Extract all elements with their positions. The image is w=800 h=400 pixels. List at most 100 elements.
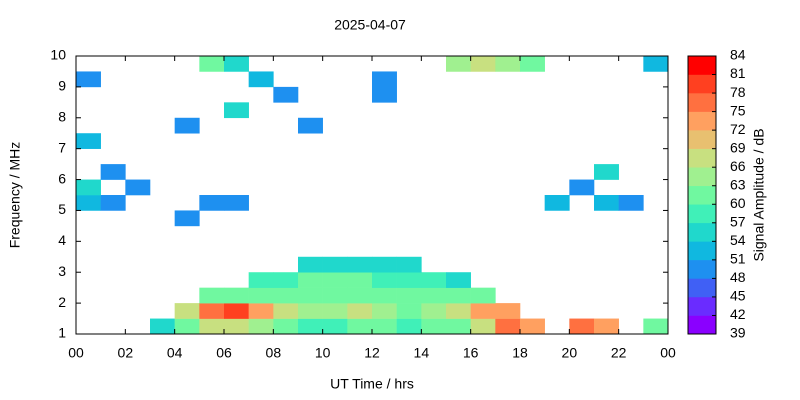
- heatmap-cell: [199, 195, 225, 211]
- heatmap-cell: [421, 303, 447, 319]
- heatmap-cell: [322, 318, 348, 335]
- heatmap-cell: [396, 303, 422, 319]
- heatmap-cell: [174, 318, 200, 335]
- y-tick-label: 5: [58, 201, 66, 217]
- heatmap-cell: [76, 179, 101, 196]
- x-tick-label: 12: [364, 345, 380, 361]
- heatmap-cell: [322, 272, 348, 288]
- x-tick-label: 10: [315, 345, 331, 361]
- heatmap-cell: [322, 303, 348, 319]
- heatmap-cell: [495, 303, 521, 319]
- x-axis-label: UT Time / hrs: [330, 376, 414, 392]
- colorbar-band: [688, 111, 716, 131]
- heatmap-cell: [76, 195, 101, 211]
- heatmap-cell: [372, 256, 397, 273]
- heatmap-cell: [125, 179, 151, 196]
- heatmap-cell: [174, 303, 200, 319]
- y-axis-label: Frequency / MHz: [7, 142, 23, 249]
- heatmap-cell: [544, 195, 570, 211]
- heatmap-cell: [199, 56, 225, 72]
- heatmap-cell: [298, 287, 323, 304]
- colorbar-tick-label: 84: [730, 47, 746, 63]
- colorbar-tick-label: 42: [730, 306, 746, 322]
- heatmap-cell: [273, 86, 299, 103]
- heatmap-cell: [396, 256, 422, 273]
- heatmap-cell: [446, 303, 471, 319]
- heatmap-cell: [298, 318, 323, 335]
- colorbar-band: [688, 315, 716, 335]
- heatmap-cell: [248, 318, 274, 335]
- heatmap-cell: [174, 210, 200, 227]
- x-tick-label: 18: [512, 345, 528, 361]
- heatmap-cell: [372, 303, 397, 319]
- x-tick-label: 06: [216, 345, 232, 361]
- heatmap-cell: [643, 318, 669, 335]
- heatmap-cell: [470, 287, 496, 304]
- heatmap-cell: [322, 287, 348, 304]
- x-tick-label: 16: [463, 345, 479, 361]
- heatmap-cell: [421, 287, 447, 304]
- heatmap-cell: [594, 195, 619, 211]
- x-tick-label: 08: [266, 345, 282, 361]
- heatmap-cell: [520, 318, 545, 335]
- heatmap-cell: [372, 318, 397, 335]
- colorbar-band: [688, 241, 716, 261]
- x-tick-label: 22: [611, 345, 627, 361]
- colorbar-band: [688, 74, 716, 94]
- heatmap-cell: [298, 272, 323, 288]
- chart-title: 2025-04-07: [334, 17, 406, 33]
- heatmap-cell: [248, 303, 274, 319]
- x-tick-label: 04: [167, 345, 183, 361]
- heatmap-cell: [372, 287, 397, 304]
- heatmap-cell: [347, 272, 373, 288]
- heatmap-cell: [76, 71, 101, 88]
- colorbar-tick-label: 63: [730, 176, 746, 192]
- heatmap-cell: [273, 303, 299, 319]
- heatmap-cell: [347, 287, 373, 304]
- heatmap-cell: [372, 86, 397, 103]
- heatmap-cell: [594, 164, 619, 180]
- heatmap-cell: [421, 318, 447, 335]
- heatmap-cell: [470, 303, 496, 319]
- heatmap-cell: [298, 117, 323, 134]
- heatmap-cell: [224, 318, 249, 335]
- heatmap-cell: [174, 117, 200, 134]
- x-tick-label: 02: [118, 345, 134, 361]
- y-tick-label: 10: [50, 47, 66, 63]
- colorbar-tick-label: 69: [730, 139, 746, 155]
- x-tick-label: 14: [414, 345, 430, 361]
- heatmap-cell: [495, 56, 521, 72]
- heatmap-cell: [594, 318, 619, 335]
- heatmap-cell: [396, 318, 422, 335]
- heatmap-cell: [643, 56, 669, 72]
- heatmap-cell: [347, 318, 373, 335]
- heatmap-cell: [224, 287, 249, 304]
- y-tick-label: 7: [58, 139, 66, 155]
- heatmap-cell: [396, 272, 422, 288]
- heatmap-cell: [446, 56, 471, 72]
- y-tick-label: 9: [58, 78, 66, 94]
- heatmap-cell: [248, 287, 274, 304]
- heatmap-cell: [224, 102, 249, 119]
- heatmap-cell: [298, 256, 323, 273]
- colorbar-band: [688, 259, 716, 279]
- heatmap-cell: [76, 133, 101, 149]
- x-tick-label: 00: [68, 345, 84, 361]
- colorbar-band: [688, 130, 716, 149]
- x-tick-label: 00: [660, 345, 676, 361]
- heatmap-cell: [199, 287, 225, 304]
- heatmap-cell: [298, 303, 323, 319]
- heatmap-cell: [150, 318, 175, 335]
- y-tick-label: 1: [58, 325, 66, 341]
- heatmap-cell: [347, 303, 373, 319]
- heatmap-cell: [446, 272, 471, 288]
- heatmap-cell: [100, 164, 126, 180]
- heatmap-cell: [347, 256, 373, 273]
- heatmap-cell: [470, 318, 496, 335]
- heatmap-cell: [273, 318, 299, 335]
- colorbar-tick-label: 78: [730, 84, 746, 100]
- colorbar-tick-label: 39: [730, 325, 746, 341]
- colorbar-band: [688, 167, 716, 187]
- heatmap-cell: [421, 272, 447, 288]
